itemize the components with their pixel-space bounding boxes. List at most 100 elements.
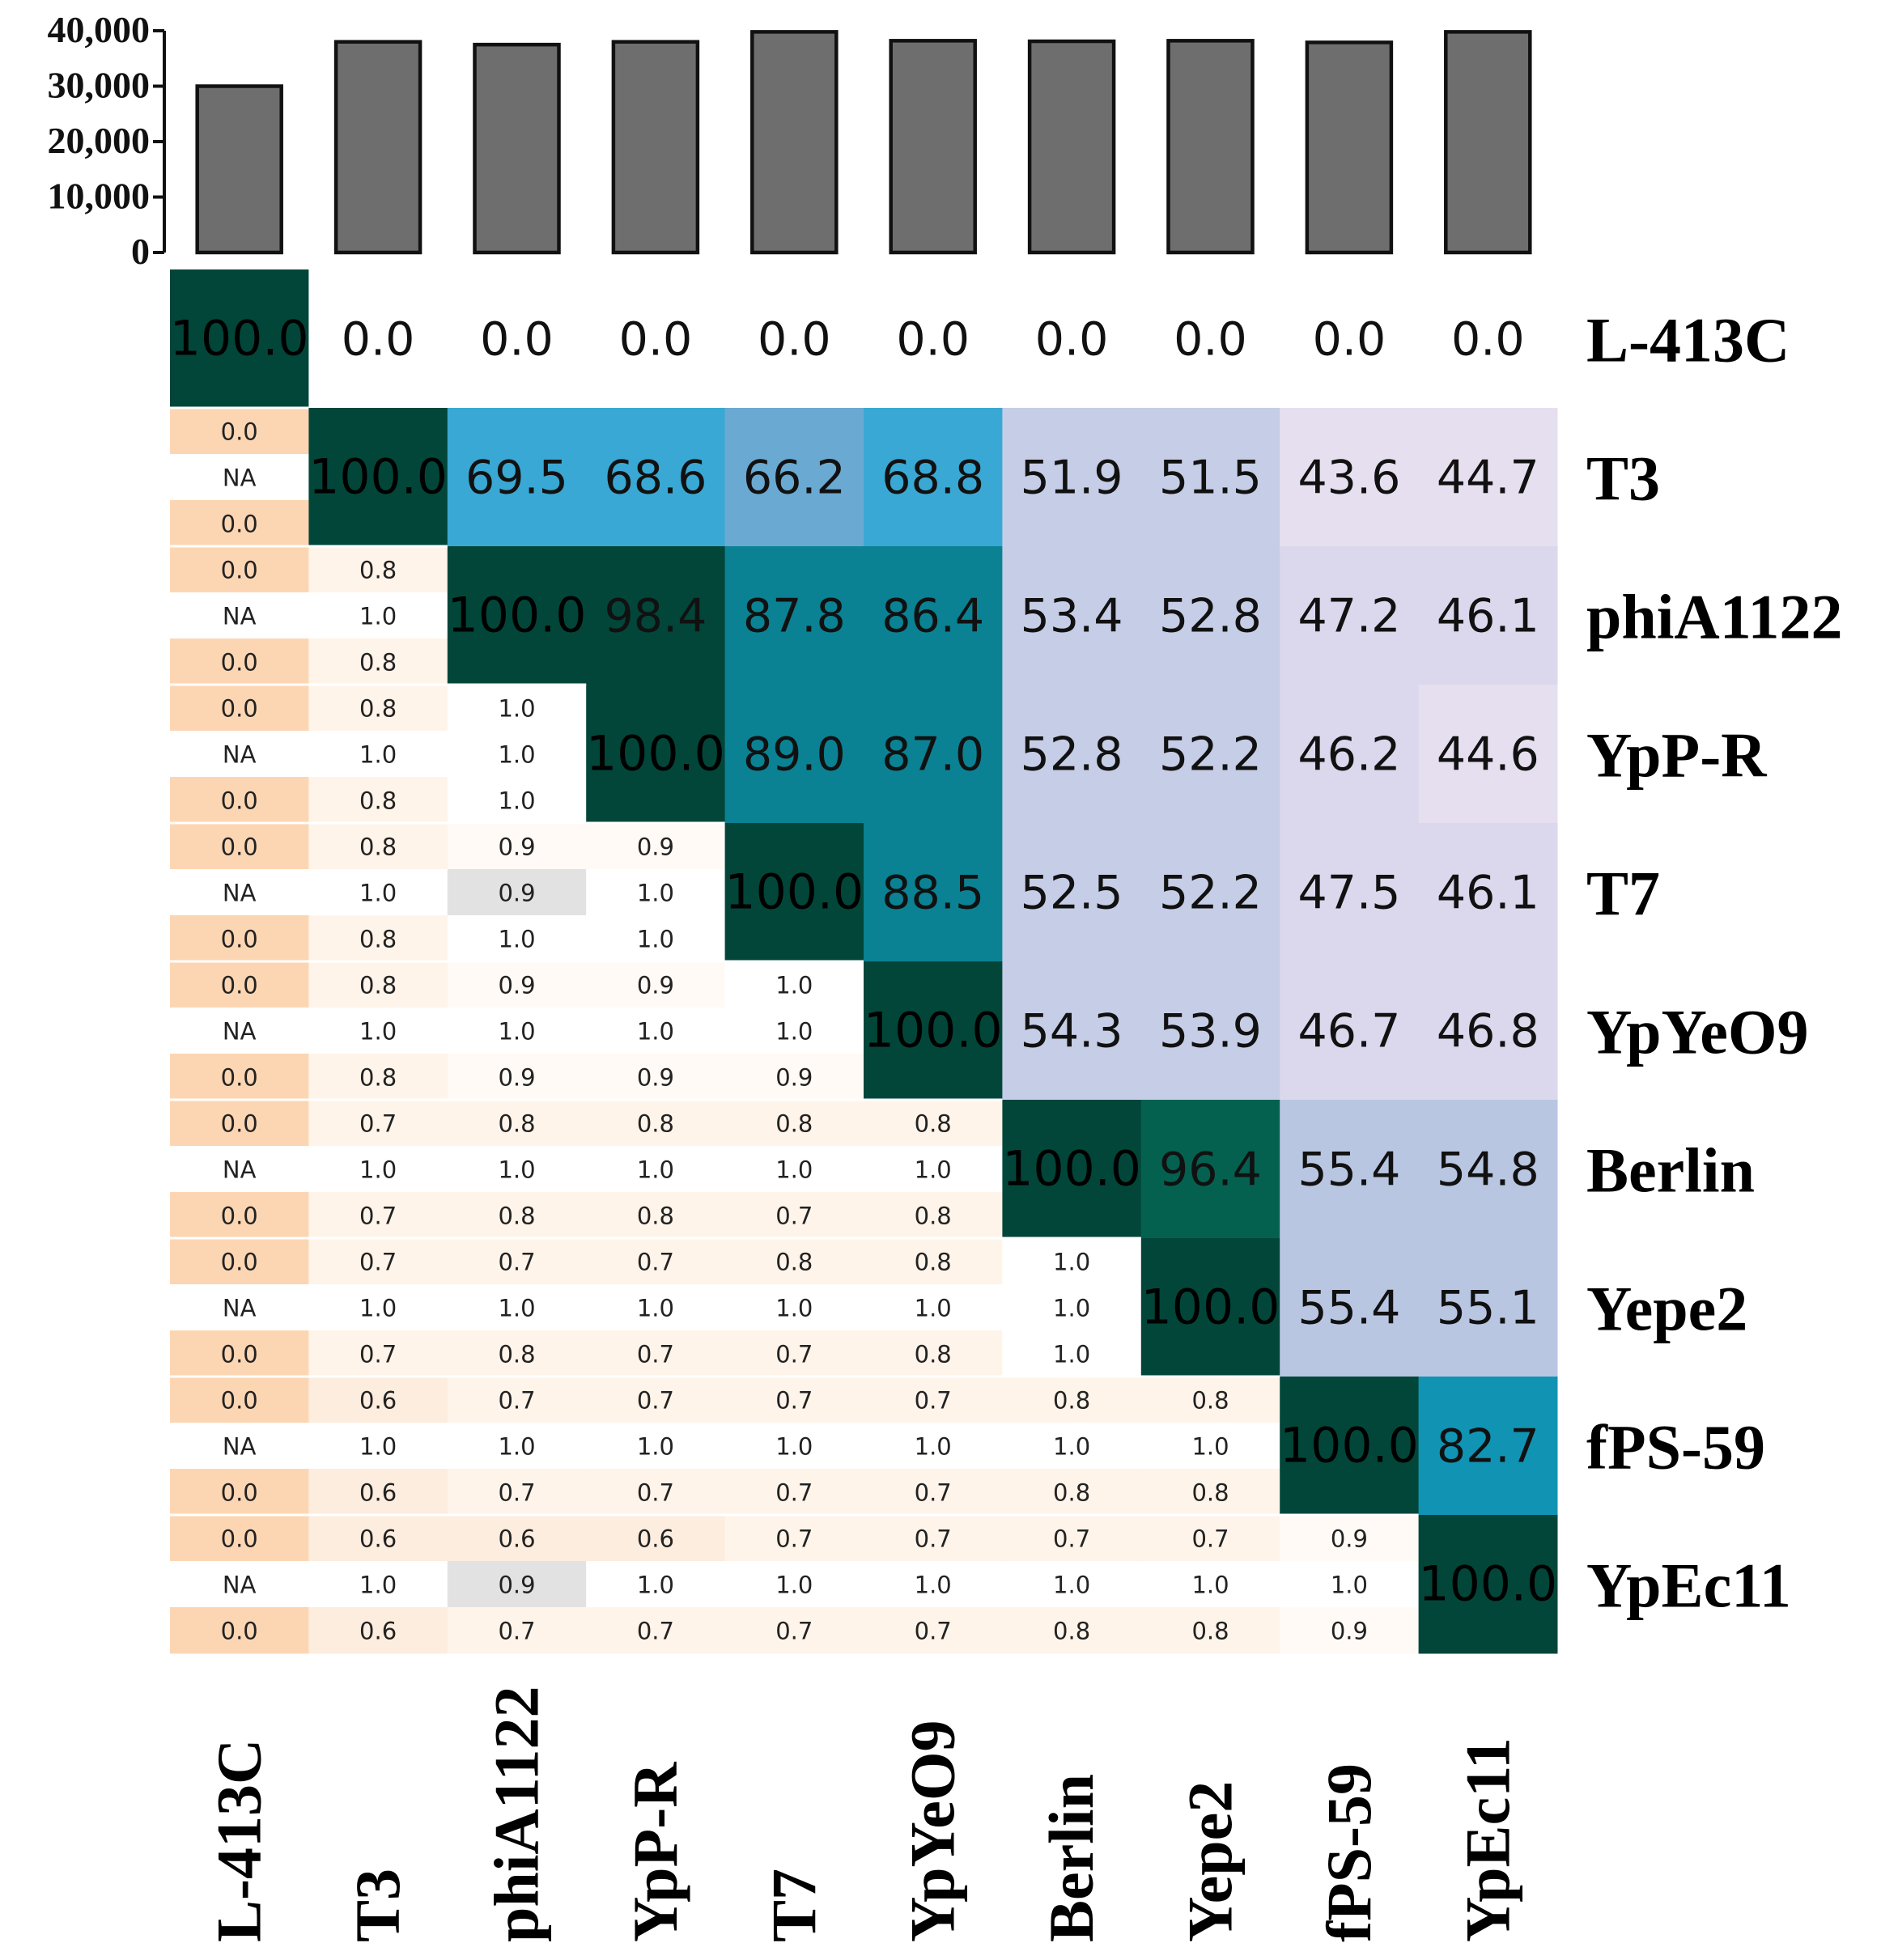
- column-label-berlin: Berlin: [1036, 1774, 1106, 1942]
- subcell-value: 0.8: [359, 557, 397, 584]
- cell-phia1122-phia1122: [447, 546, 587, 685]
- subcell-ypyeo9-t7: [724, 1008, 864, 1054]
- genome-size-axis: 40,000 30,000 20,000 10,000 0: [48, 9, 166, 272]
- subcell-value: 0.8: [637, 1110, 674, 1138]
- subcell-value: 0.0: [221, 1341, 258, 1368]
- heatmap-cells: 100.0 0.0 0.0 0.0 0.0 0.0 0.0 0.0 0.0 0.0 0.0 NA 0.0…: [170, 269, 1558, 1654]
- subcell-berlin-ypyeo9: [864, 1100, 1003, 1147]
- subcell-fps-59-l-413c: [170, 1469, 309, 1516]
- subcell-value: NA: [223, 1018, 257, 1046]
- subcell-t7-t3: [308, 869, 448, 916]
- subcell-value: 0.0: [221, 1387, 258, 1415]
- subcell-fps-59-yepe2: [1140, 1423, 1280, 1470]
- subcell-t3-l-413c: [170, 500, 309, 547]
- cell-ypyeo9-berlin: [1002, 961, 1142, 1101]
- subcell-value: 0.9: [637, 1064, 674, 1092]
- subcell-value: 0.6: [637, 1525, 674, 1553]
- cell-value-l-413c-berlin: 0.0: [1035, 313, 1109, 367]
- subcell-ypyeo9-l-413c: [170, 961, 309, 1008]
- subcell-yepe2-phia1122: [447, 1284, 587, 1331]
- cell-value-berlin-yepe2: 96.4: [1159, 1143, 1262, 1197]
- subcell-value: 0.8: [498, 1110, 535, 1138]
- subcell-ypec11-l-413c: [170, 1561, 309, 1608]
- cell-ypp-r-ypec11: [1418, 685, 1558, 824]
- subcell-ypyeo9-ypp-r: [586, 1054, 726, 1101]
- bar-phia1122: [473, 42, 561, 255]
- subcell-value: 0.7: [637, 1618, 674, 1645]
- subcell-ypyeo9-t3: [308, 1054, 448, 1101]
- cell-fps-59-ypec11: [1418, 1377, 1558, 1516]
- subcell-yepe2-berlin: [1002, 1330, 1142, 1377]
- subcell-yepe2-ypp-r: [586, 1284, 726, 1331]
- subcell-value: 0.7: [498, 1479, 535, 1507]
- subcell-value: 0.0: [221, 1479, 258, 1507]
- subcell-value: 0.8: [359, 926, 397, 953]
- cell-value-phia1122-phia1122: 100.0: [448, 588, 587, 644]
- cell-value-l-413c-t3: 0.0: [342, 313, 415, 367]
- bar-t7: [750, 30, 839, 255]
- subcell-value: 0.0: [221, 418, 258, 446]
- subcell-value: 0.7: [498, 1618, 535, 1645]
- subcell-value: 1.0: [1191, 1572, 1229, 1599]
- subcell-value: 0.8: [775, 1249, 813, 1276]
- subcell-fps-59-berlin: [1002, 1469, 1142, 1516]
- cell-phia1122-ypec11: [1418, 546, 1558, 685]
- subcell-value: 1.0: [359, 1295, 397, 1322]
- cell-phia1122-ypyeo9: [864, 546, 1003, 685]
- subcell-value: 0.9: [498, 834, 535, 861]
- subcell-ypec11-l-413c: [170, 1515, 309, 1562]
- cell-value-ypyeo9-ypyeo9: 100.0: [864, 1003, 1003, 1059]
- subcell-value: 1.0: [915, 1572, 952, 1599]
- cell-t3-phia1122: [447, 408, 587, 547]
- subcell-value: NA: [223, 880, 257, 907]
- subcell-value: 0.8: [1053, 1479, 1090, 1507]
- subcell-yepe2-phia1122: [447, 1238, 587, 1285]
- cell-value-phia1122-berlin: 53.4: [1021, 590, 1123, 643]
- subcell-value: 0.7: [915, 1525, 952, 1553]
- cell-value-phia1122-ypyeo9: 86.4: [881, 590, 984, 643]
- subcell-t3-l-413c: [170, 408, 309, 455]
- cell-value-t3-t7: 66.2: [743, 452, 846, 505]
- subcell-t7-phia1122: [447, 915, 587, 962]
- subcell-phia1122-l-413c: [170, 638, 309, 685]
- subcell-t7-phia1122: [447, 869, 587, 916]
- subcell-fps-59-berlin: [1002, 1423, 1142, 1470]
- subcell-value: 1.0: [498, 1433, 535, 1461]
- subcell-fps-59-ypyeo9: [864, 1423, 1003, 1470]
- subcell-berlin-ypp-r: [586, 1192, 726, 1239]
- cell-value-t7-ypec11: 46.1: [1437, 867, 1539, 920]
- cell-value-phia1122-t7: 87.8: [743, 590, 846, 643]
- subcell-ypec11-ypyeo9: [864, 1607, 1003, 1654]
- subcell-yepe2-t7: [724, 1238, 864, 1285]
- subcell-t7-t3: [308, 823, 448, 870]
- subcell-yepe2-phia1122: [447, 1330, 587, 1377]
- subcell-ypec11-ypp-r: [586, 1515, 726, 1562]
- subcell-value: 0.0: [221, 695, 258, 723]
- cell-l-413c-ypyeo9: [864, 269, 1003, 409]
- subcell-fps-59-ypyeo9: [864, 1469, 1003, 1516]
- subcell-yepe2-berlin: [1002, 1284, 1142, 1331]
- y-tick-label: 10,000: [48, 176, 151, 217]
- subcell-value: 0.9: [775, 1064, 813, 1092]
- cell-value-t7-ypyeo9: 88.5: [881, 867, 984, 920]
- subcell-value: 0.9: [498, 1064, 535, 1092]
- cell-value-berlin-fps-59: 55.4: [1297, 1143, 1400, 1197]
- subcell-t7-ypp-r: [586, 823, 726, 870]
- subcell-value: 0.9: [637, 972, 674, 999]
- subcell-fps-59-phia1122: [447, 1423, 587, 1470]
- subcell-value: 0.7: [359, 1341, 397, 1368]
- cell-value-yepe2-fps-59: 55.4: [1297, 1282, 1400, 1335]
- subcell-value: NA: [223, 603, 257, 630]
- subcell-value: 1.0: [1331, 1572, 1368, 1599]
- subcell-value: 1.0: [359, 880, 397, 907]
- cell-value-l-413c-phia1122: 0.0: [480, 313, 554, 367]
- row-label-ypec11: YpEc11: [1586, 1551, 1791, 1621]
- bar-yepe2: [1166, 39, 1255, 255]
- cell-ypp-r-fps-59: [1280, 685, 1420, 824]
- subcell-yepe2-ypp-r: [586, 1330, 726, 1377]
- subcell-ypp-r-phia1122: [447, 731, 587, 778]
- subcell-value: 1.0: [637, 1018, 674, 1046]
- subcell-yepe2-ypp-r: [586, 1238, 726, 1285]
- cell-berlin-berlin: [1002, 1100, 1142, 1239]
- cell-t3-ypec11: [1418, 408, 1558, 547]
